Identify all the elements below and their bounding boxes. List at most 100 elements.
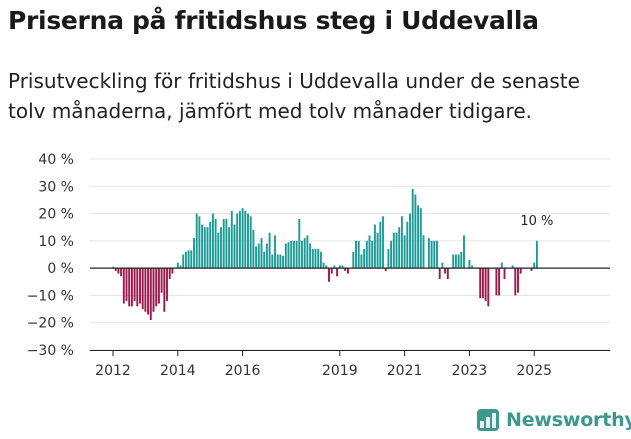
bar [363,249,366,269]
bar [452,254,455,269]
y-tick-label: 40 % [38,152,74,168]
bar [195,213,198,269]
bar [149,268,152,320]
bar [533,262,536,269]
bar [112,266,114,269]
bar [384,268,387,271]
bar [400,216,403,269]
bar [287,242,290,269]
bar [495,268,498,296]
bar [265,243,268,269]
bar [409,213,411,269]
bar [503,268,506,280]
bar [414,194,417,269]
bar [417,205,420,269]
bar [201,224,204,269]
bar [382,216,384,269]
bar [446,268,449,280]
x-tick-label: 2014 [160,363,196,379]
bar [263,251,266,269]
y-tick-label: 0 % [47,261,74,277]
bar [471,265,474,269]
bar [333,265,336,269]
bar [190,250,193,269]
bar [319,251,322,269]
bar [484,268,487,301]
bar [328,268,330,282]
bar [519,268,522,274]
y-tick-label: −20 % [27,316,74,332]
bar [355,240,357,269]
bar [436,240,438,269]
bar [468,259,471,269]
y-tick-label: 10 % [38,234,74,250]
bar [341,265,344,269]
bar [457,254,460,269]
y-tick-label: −30 % [27,343,74,359]
bar [454,254,457,269]
bar [139,268,141,304]
bar [373,224,376,269]
bar [257,243,260,269]
y-tick-label: 20 % [38,207,74,223]
bar [438,268,441,280]
bar [241,208,244,269]
bar [371,240,374,269]
bar [387,249,390,269]
bar [168,268,171,280]
bar [203,227,206,269]
bar [206,227,209,269]
bar [141,268,144,310]
bar [422,235,425,269]
bar [152,268,155,312]
bar [463,235,465,269]
bar [255,246,258,269]
x-tick-label: 2021 [387,363,423,379]
bar [514,268,517,296]
bar [133,268,136,301]
bar [403,235,406,269]
bar [395,232,398,269]
bar [317,249,320,269]
bar [214,219,217,269]
bar [260,238,263,269]
bar [198,216,201,269]
bar [176,262,179,269]
chart-title: Priserna på fritidshus steg i Uddevalla [8,6,539,35]
bar [171,268,174,274]
bar [430,240,433,269]
bar [460,251,463,269]
bar [130,268,133,307]
bar [155,268,158,307]
bar [406,221,409,269]
bar [487,268,490,307]
bar [125,268,128,301]
bar [274,235,276,269]
bar [276,254,279,269]
bar [247,213,249,269]
bar [249,216,252,269]
bar [182,254,185,269]
y-tick-label: −10 % [27,288,74,304]
x-tick-label: 2023 [452,363,488,379]
bar [279,254,282,269]
bar [479,268,482,299]
bar [441,262,444,269]
bar [222,219,225,269]
bar [252,229,255,269]
bar [233,224,236,269]
bar [314,249,317,269]
bar [290,240,293,269]
bar [193,238,195,269]
bar [225,219,228,269]
bar [352,251,355,269]
bar [309,243,312,269]
bar [306,235,309,269]
bar [244,210,247,269]
bar [166,268,168,301]
bar [217,232,220,269]
x-tick-label: 2012 [95,363,131,379]
bar [136,268,139,307]
bar [228,227,231,269]
bar [336,268,339,277]
